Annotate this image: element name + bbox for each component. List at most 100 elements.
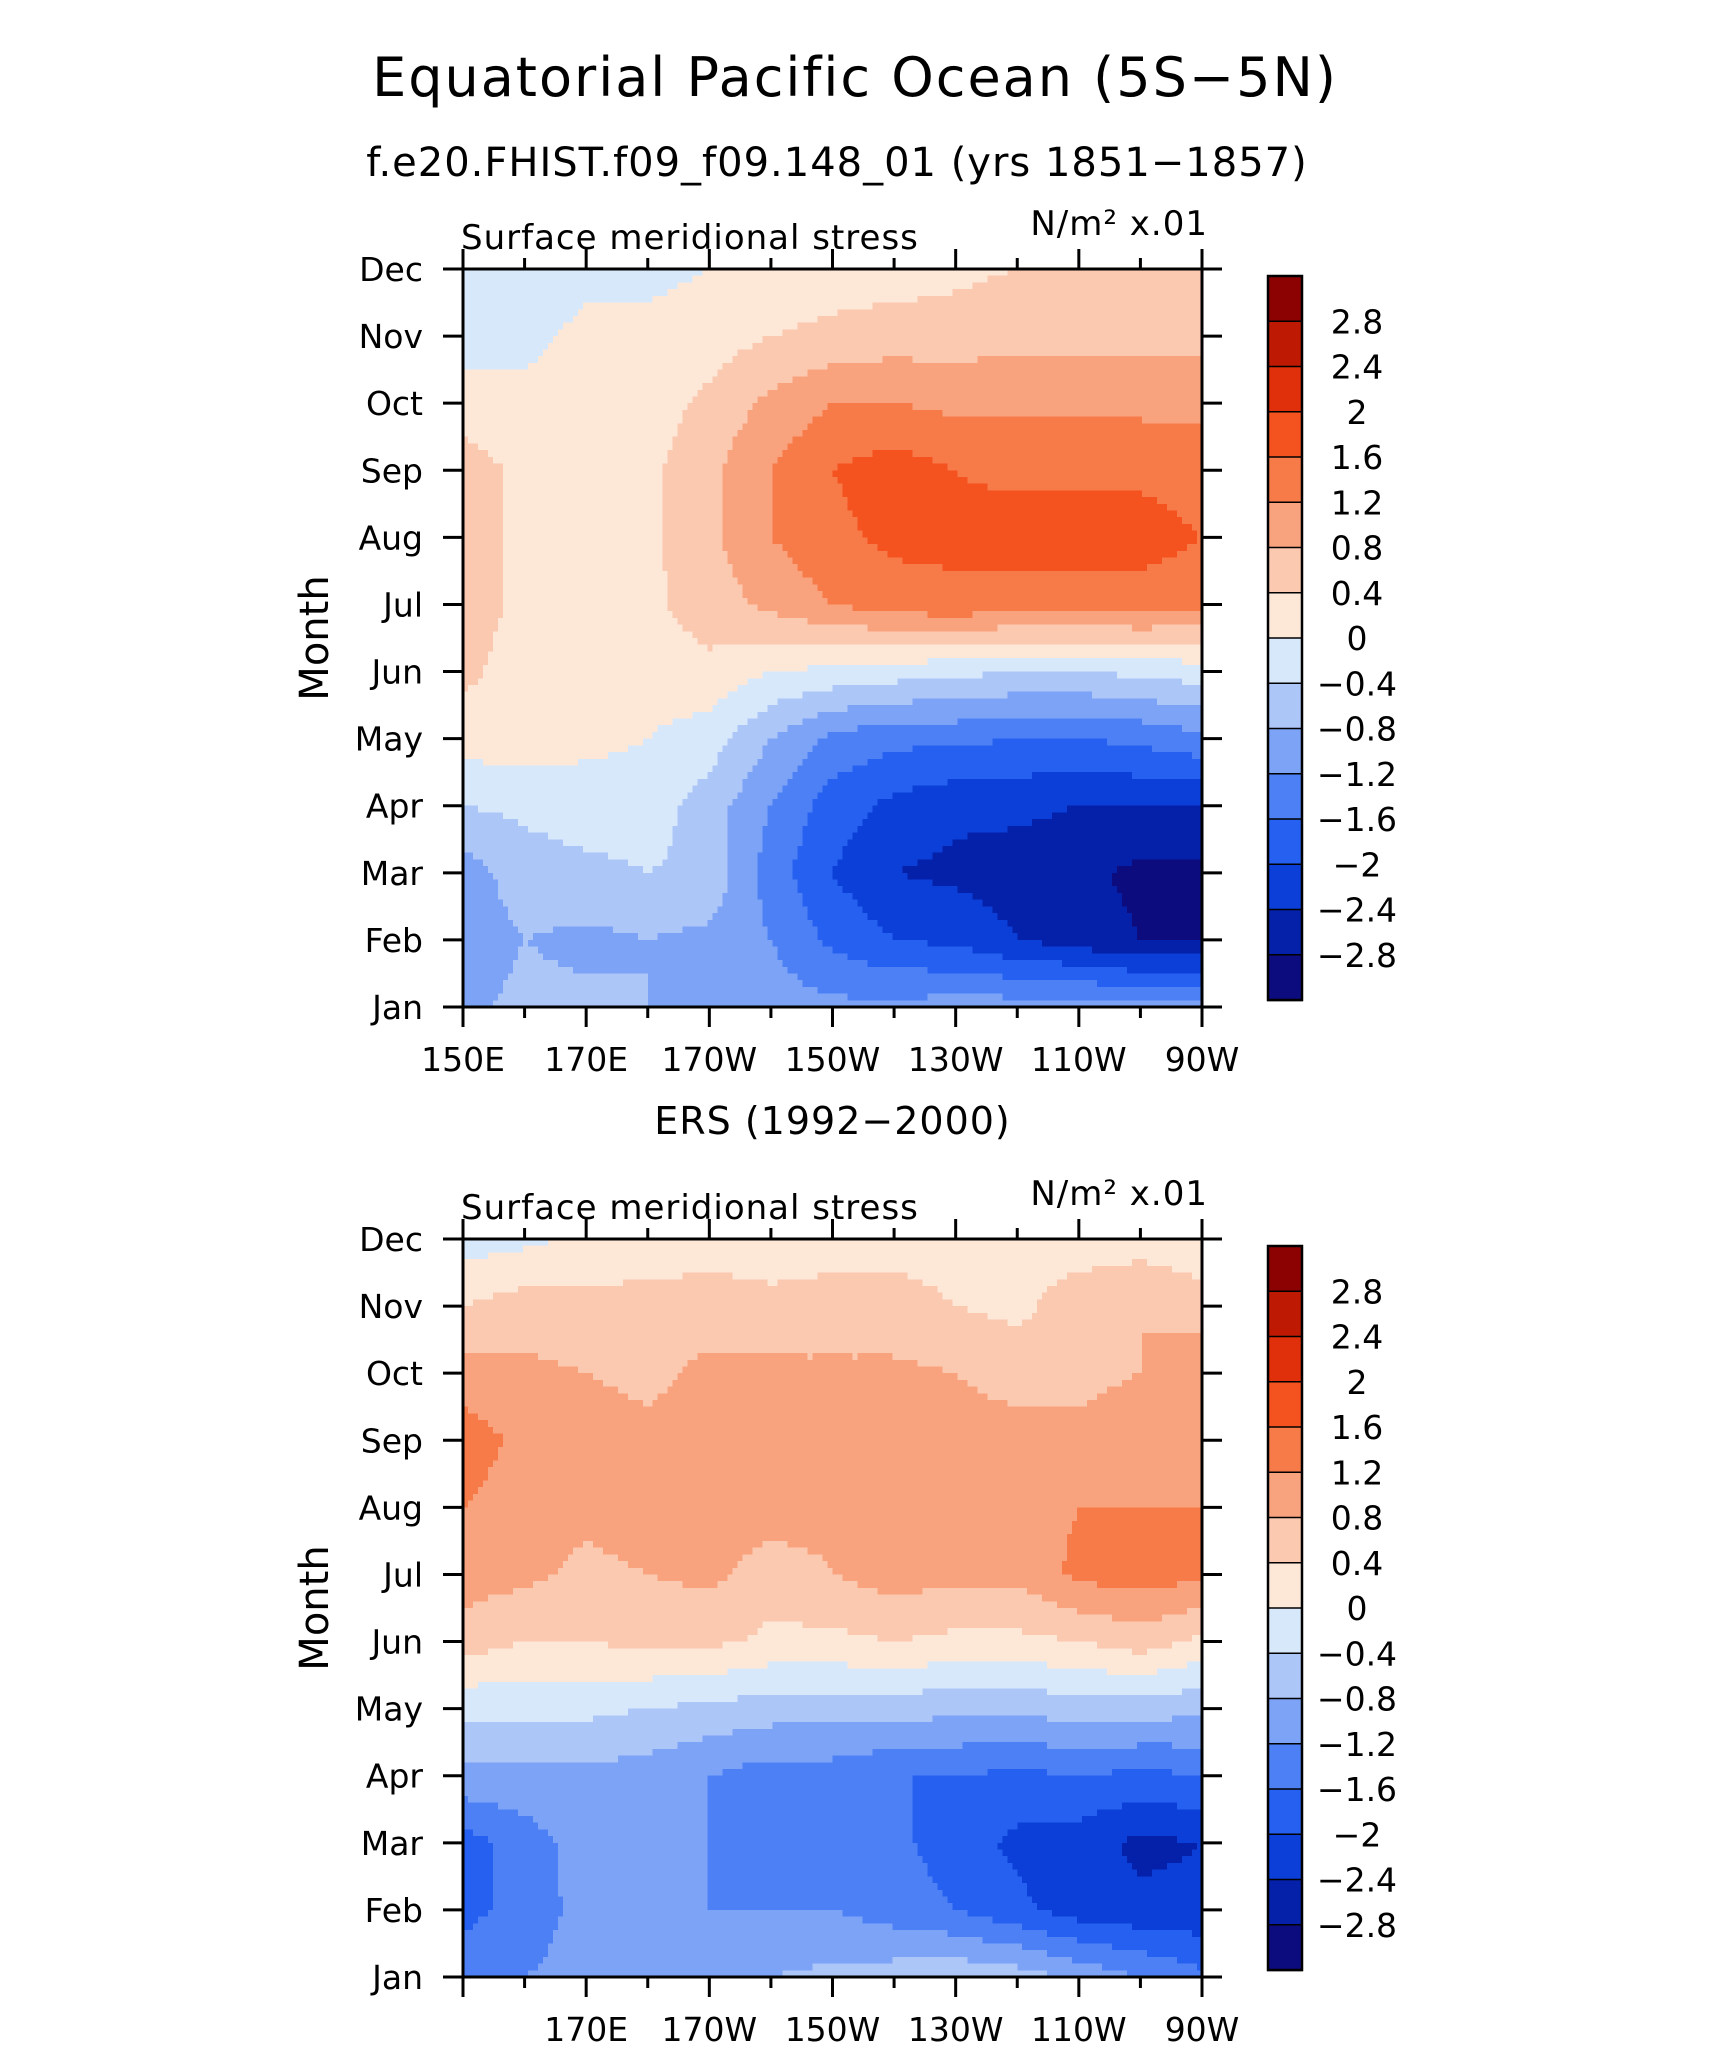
heatmap-cell — [483, 296, 489, 303]
heatmap-cell — [713, 376, 719, 383]
heatmap-cell — [897, 309, 903, 316]
heatmap-cell — [892, 323, 898, 330]
heatmap-cell — [1077, 356, 1083, 363]
heatmap-cell — [798, 443, 804, 450]
heatmap-cell — [828, 430, 834, 437]
heatmap-cell — [818, 430, 824, 437]
heatmap-cell — [872, 490, 878, 497]
heatmap-cell — [1117, 396, 1123, 403]
heatmap-cell — [932, 490, 938, 497]
heatmap-cell — [1107, 396, 1113, 403]
heatmap-cell — [808, 464, 814, 471]
heatmap-cell — [733, 303, 739, 310]
heatmap-cell — [633, 423, 639, 430]
heatmap-cell — [623, 457, 629, 464]
heatmap-cell — [693, 390, 699, 397]
heatmap-cell — [1107, 437, 1113, 444]
heatmap-cell — [1042, 316, 1048, 323]
heatmap-cell — [922, 343, 928, 350]
heatmap-cell — [1052, 383, 1058, 390]
heatmap-cell — [1187, 289, 1193, 296]
heatmap-cell — [558, 470, 564, 477]
heatmap-cell — [818, 403, 824, 410]
heatmap-cell — [1012, 350, 1018, 357]
heatmap-cell — [1052, 396, 1058, 403]
heatmap-cell — [698, 457, 704, 464]
heatmap-cell — [498, 309, 504, 316]
heatmap-cell — [628, 289, 634, 296]
heatmap-cell — [833, 437, 839, 444]
heatmap-cell — [962, 437, 968, 444]
heatmap-cell — [942, 376, 948, 383]
heatmap-cell — [668, 356, 674, 363]
heatmap-cell — [583, 417, 589, 424]
heatmap-cell — [613, 423, 619, 430]
heatmap-cell — [523, 289, 529, 296]
heatmap-cell — [478, 490, 484, 497]
heatmap-cell — [1067, 383, 1073, 390]
heatmap-cell — [493, 423, 499, 430]
heatmap-cell — [733, 437, 739, 444]
heatmap-cell — [473, 350, 479, 357]
heatmap-cell — [1142, 336, 1148, 343]
heatmap-cell — [658, 423, 664, 430]
heatmap-cell — [658, 403, 664, 410]
heatmap-cell — [872, 457, 878, 464]
heatmap-cell — [992, 477, 998, 484]
heatmap-cell — [912, 417, 918, 424]
heatmap-cell — [902, 282, 908, 289]
heatmap-cell — [867, 450, 873, 457]
heatmap-cell — [653, 356, 659, 363]
heatmap-cell — [743, 443, 749, 450]
heatmap-cell — [952, 450, 958, 457]
heatmap-cell — [743, 282, 749, 289]
heatmap-cell — [977, 329, 983, 336]
heatmap-cell — [1172, 450, 1178, 457]
heatmap-cell — [837, 350, 843, 357]
heatmap-cell — [758, 363, 764, 370]
heatmap-cell — [897, 423, 903, 430]
heatmap-cell — [1067, 323, 1073, 330]
heatmap-cell — [548, 356, 554, 363]
heatmap-cell — [758, 309, 764, 316]
heatmap-cell — [887, 316, 893, 323]
heatmap-cell — [518, 276, 524, 283]
heatmap-cell — [633, 282, 639, 289]
heatmap-cell — [1122, 450, 1128, 457]
heatmap-cell — [1002, 464, 1008, 471]
heatmap-cell — [708, 343, 714, 350]
heatmap-cell — [803, 443, 809, 450]
heatmap-cell — [987, 356, 993, 363]
heatmap-cell — [887, 464, 893, 471]
heatmap-cell — [1117, 477, 1123, 484]
heatmap-cell — [683, 430, 689, 437]
heatmap-cell — [1117, 296, 1123, 303]
heatmap-cell — [997, 383, 1003, 390]
heatmap-cell — [932, 390, 938, 397]
heatmap-cell — [748, 316, 754, 323]
heatmap-cell — [643, 403, 649, 410]
heatmap-cell — [698, 350, 704, 357]
heatmap-cell — [798, 484, 804, 491]
heatmap-cell — [738, 296, 744, 303]
heatmap-cell — [1022, 282, 1028, 289]
heatmap-cell — [833, 430, 839, 437]
heatmap-cell — [773, 363, 779, 370]
heatmap-cell — [942, 477, 948, 484]
heatmap-cell — [1047, 370, 1053, 377]
heatmap-cell — [663, 457, 669, 464]
heatmap-cell — [1117, 289, 1123, 296]
heatmap-cell — [598, 450, 604, 457]
heatmap-cell — [1002, 282, 1008, 289]
heatmap-cell — [947, 350, 953, 357]
heatmap-cell — [668, 370, 674, 377]
heatmap-cell — [957, 276, 963, 283]
heatmap-cell — [1187, 457, 1193, 464]
heatmap-cell — [793, 437, 799, 444]
heatmap-cell — [857, 430, 863, 437]
heatmap-cell — [623, 410, 629, 417]
heatmap-cell — [488, 470, 494, 477]
heatmap-cell — [553, 323, 559, 330]
heatmap-cell — [897, 336, 903, 343]
heatmap-cell — [668, 470, 674, 477]
